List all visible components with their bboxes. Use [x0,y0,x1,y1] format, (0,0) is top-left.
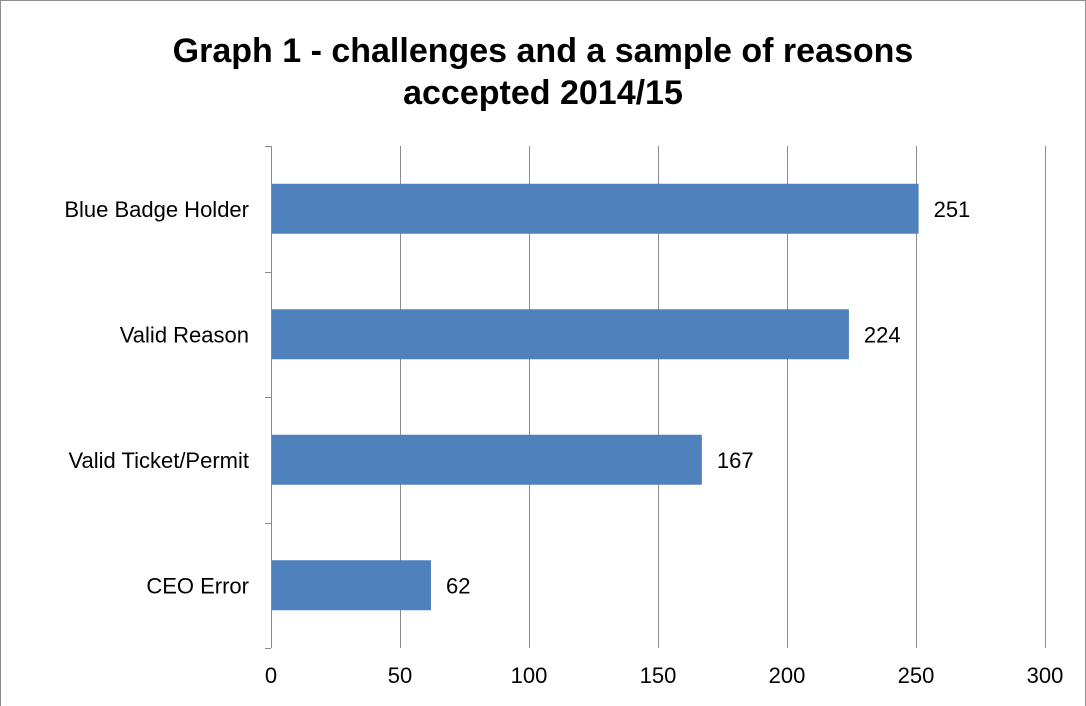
chart-title-line-2: accepted 2014/15 [403,74,683,112]
bar-valid-ticket-permit [272,434,702,485]
data-label: 251 [934,197,971,222]
category-label: Valid Ticket/Permit [68,448,249,473]
x-tick-label: 300 [1027,663,1064,688]
category-label: Valid Reason [120,322,249,347]
category-label: Blue Badge Holder [64,197,249,222]
data-label: 224 [864,322,901,347]
x-tick-label: 250 [898,663,935,688]
data-label: 62 [446,573,470,598]
bar-blue-badge-holder [272,183,919,234]
data-label: 167 [717,448,754,473]
chart-title: Graph 1 - challenges and a sample of rea… [0,30,1086,114]
x-tick-label: 150 [640,663,677,688]
x-tick-label: 200 [769,663,806,688]
category-label: CEO Error [146,573,249,598]
x-tick-label: 50 [388,663,412,688]
bar-ceo-error [272,560,431,611]
bar-valid-reason [272,309,849,360]
chart-title-line-1: Graph 1 - challenges and a sample of rea… [172,32,914,70]
x-tick-label: 0 [265,663,277,688]
x-tick-label: 100 [511,663,548,688]
